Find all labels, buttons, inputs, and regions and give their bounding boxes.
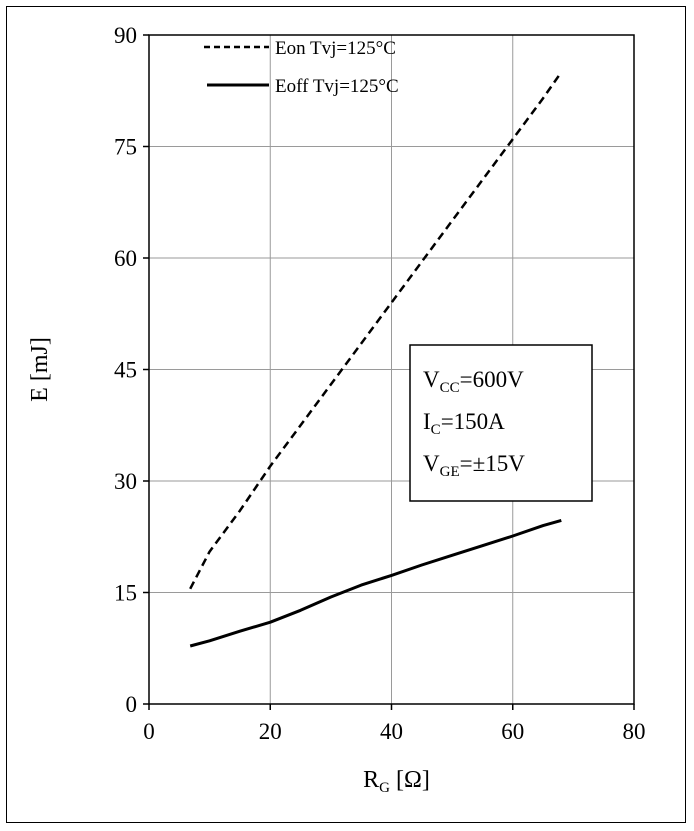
legend: Eon Tvj=125°C Eoff Tvj=125°C [204,38,399,97]
x-tick-label: 40 [380,719,403,744]
condition-vcc: VCC=600V [423,367,524,396]
x-tick-label: 80 [623,719,646,744]
x-axis-title: RG [Ω] [363,767,430,796]
y-axis-title: E [mJ] [27,337,53,402]
series-line-eon [189,71,563,590]
y-tick-label: 75 [114,135,137,160]
y-tick-label: 45 [114,358,137,383]
y-tick-label: 15 [114,581,137,606]
y-tick-label: 60 [114,246,137,271]
x-tick-label: 60 [501,719,524,744]
legend-label-eon: Eon Tvj=125°C [275,38,396,59]
series-line-eoff [189,518,562,648]
y-axis: 0 15 30 45 60 75 90 [114,23,149,717]
x-axis: 0 20 40 60 80 [143,704,646,744]
chart-frame: 0 15 30 45 60 75 90 0 20 40 60 80 Eon Tvj=125°C Eo… [6,6,686,823]
x-tick-label: 20 [259,719,282,744]
conditions-box: VCC=600V IC=150A VGE=±15V [409,344,593,502]
condition-vge: VGE=±15V [423,451,525,480]
y-tick-label: 90 [114,23,137,48]
x-tick-label: 0 [143,719,155,744]
y-tick-label: 0 [126,692,138,717]
condition-ic: IC=150A [423,409,505,438]
legend-label-eoff: Eoff Tvj=125°C [275,76,399,97]
series-group [189,71,563,648]
conditions-box-border [409,344,593,502]
chart: 0 15 30 45 60 75 90 0 20 40 60 80 Eon Tvj=125°C Eo… [27,23,646,796]
y-tick-label: 30 [114,469,137,494]
